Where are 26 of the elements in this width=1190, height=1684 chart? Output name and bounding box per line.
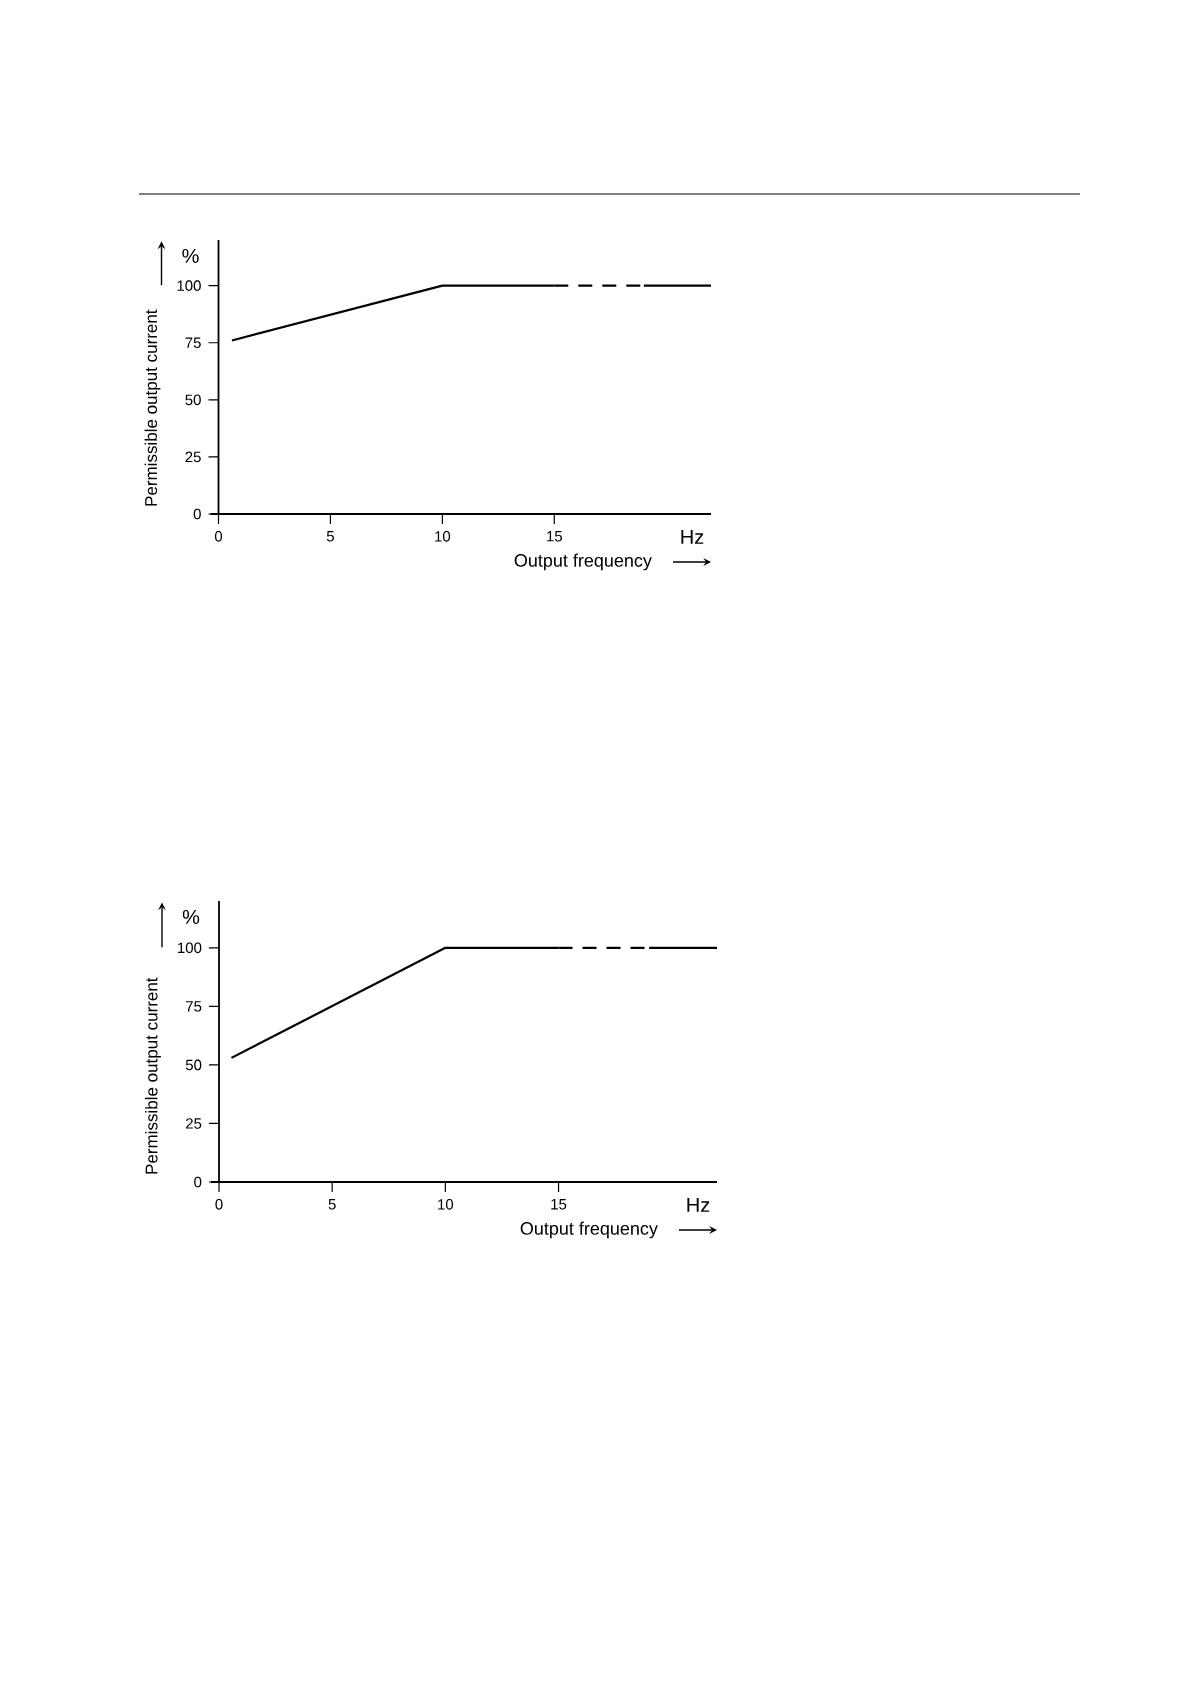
x-tick-label: 5 bbox=[328, 1199, 336, 1210]
x-tick-label: 0 bbox=[214, 531, 223, 542]
x-tick-label: 15 bbox=[551, 1199, 567, 1210]
y-tick-label: 50 bbox=[185, 1059, 202, 1071]
text: % bbox=[182, 248, 199, 263]
y-tick-label: 75 bbox=[185, 337, 201, 348]
x-axis-title: Output frequency bbox=[520, 1221, 658, 1239]
x-axis-title: Output frequency bbox=[514, 553, 652, 571]
y-tick-label: 50 bbox=[185, 394, 201, 406]
text: Hz bbox=[687, 1198, 710, 1212]
y-tick-label: 25 bbox=[186, 1118, 202, 1129]
y-tick-label: 100 bbox=[177, 280, 201, 291]
x-tick-label: 0 bbox=[215, 1199, 223, 1210]
x-tick-label: 10 bbox=[435, 531, 451, 542]
y-tick-label: 100 bbox=[178, 942, 202, 954]
y-tick-label: 0 bbox=[193, 508, 201, 520]
y-axis-title: Permissible output current bbox=[145, 977, 161, 1174]
x-tick-label: 15 bbox=[547, 531, 563, 542]
y-tick-label: 0 bbox=[194, 1176, 202, 1188]
y-tick-label: 75 bbox=[186, 1001, 202, 1012]
text: Hz bbox=[681, 530, 704, 544]
y-axis-title: Permissible output current bbox=[144, 309, 161, 506]
x-tick-label: 5 bbox=[326, 531, 334, 542]
text: % bbox=[182, 909, 200, 924]
x-tick-label: 10 bbox=[438, 1199, 454, 1210]
y-tick-label: 25 bbox=[185, 451, 201, 463]
